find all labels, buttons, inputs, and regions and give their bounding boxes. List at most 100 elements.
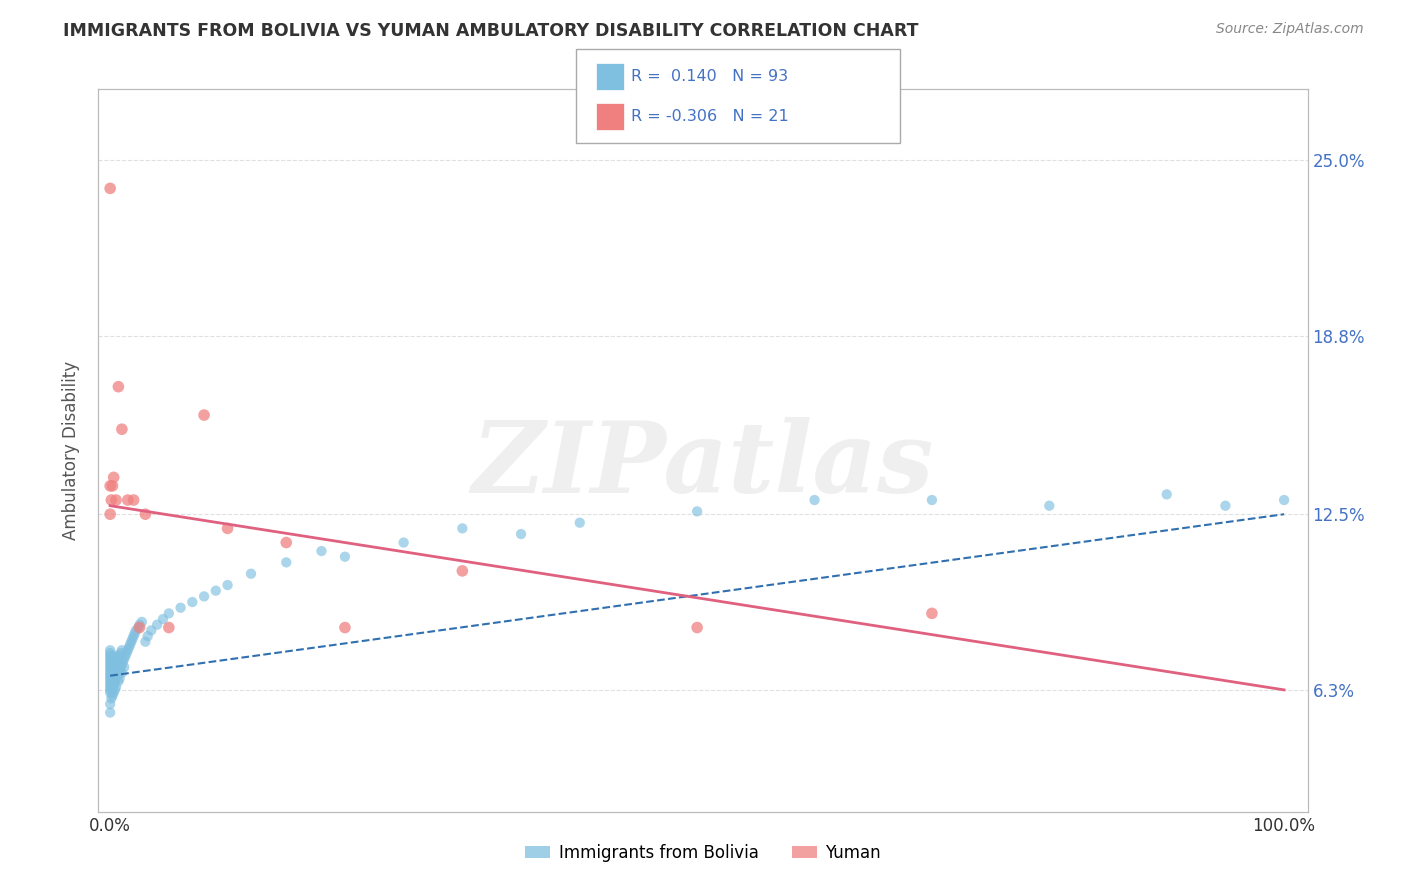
Point: [98, 507, 121, 521]
Point: [100, 691, 122, 706]
Text: IMMIGRANTS FROM BOLIVIA VS YUMAN AMBULATORY DISABILITY CORRELATION CHART: IMMIGRANTS FROM BOLIVIA VS YUMAN AMBULAT…: [63, 22, 918, 40]
Point: [333, 549, 356, 564]
Point: [120, 638, 142, 652]
Point: [107, 665, 129, 680]
Point: [108, 663, 131, 677]
Point: [107, 651, 129, 665]
Point: [104, 674, 127, 689]
Point: [181, 595, 204, 609]
Point: [101, 663, 124, 677]
Point: [98, 677, 121, 691]
Point: [98, 682, 121, 697]
Point: [141, 624, 163, 638]
Point: [451, 564, 474, 578]
Point: [117, 643, 139, 657]
Point: [118, 640, 141, 655]
Point: [98, 643, 121, 657]
Text: R =  0.140   N = 93: R = 0.140 N = 93: [631, 70, 789, 84]
Point: [103, 677, 125, 691]
Point: [157, 621, 180, 635]
Text: R = -0.306   N = 21: R = -0.306 N = 21: [631, 110, 789, 124]
Point: [120, 634, 142, 648]
Point: [98, 672, 121, 686]
Point: [134, 507, 156, 521]
Point: [128, 621, 150, 635]
Point: [333, 621, 356, 635]
Point: [114, 648, 136, 663]
Point: [105, 669, 128, 683]
Point: [134, 634, 156, 648]
Point: [104, 651, 127, 665]
Point: [152, 612, 174, 626]
Point: [108, 648, 131, 663]
Point: [111, 665, 134, 680]
Point: [104, 682, 127, 697]
Point: [101, 655, 124, 669]
Point: [100, 669, 122, 683]
Point: [105, 660, 128, 674]
Point: [392, 535, 415, 549]
Text: ZIPatlas: ZIPatlas: [472, 417, 934, 513]
Point: [98, 686, 121, 700]
Point: [98, 655, 121, 669]
Point: [98, 660, 121, 674]
Point: [105, 672, 128, 686]
Point: [276, 555, 298, 569]
Point: [124, 626, 146, 640]
Point: [921, 607, 943, 621]
Point: [157, 607, 180, 621]
Point: [112, 655, 135, 669]
Point: [100, 657, 122, 672]
Point: [111, 422, 134, 436]
Point: [98, 663, 121, 677]
Point: [105, 657, 128, 672]
Point: [98, 648, 121, 663]
Point: [451, 521, 474, 535]
Point: [803, 493, 825, 508]
Point: [103, 470, 125, 484]
Point: [1038, 499, 1060, 513]
Point: [568, 516, 591, 530]
Point: [105, 648, 128, 663]
Point: [98, 706, 121, 720]
Point: [98, 181, 121, 195]
Point: [98, 669, 121, 683]
Point: [103, 665, 125, 680]
Point: [240, 566, 263, 581]
Point: [105, 680, 128, 694]
Point: [98, 674, 121, 689]
Point: [115, 646, 138, 660]
Point: [111, 643, 134, 657]
Point: [146, 617, 169, 632]
Point: [122, 493, 145, 508]
Point: [921, 493, 943, 508]
Point: [101, 680, 124, 694]
Y-axis label: Ambulatory Disability: Ambulatory Disability: [62, 361, 80, 540]
Point: [104, 663, 127, 677]
Point: [276, 535, 298, 549]
Point: [98, 680, 121, 694]
Point: [122, 629, 145, 643]
Point: [112, 660, 135, 674]
Point: [98, 697, 121, 711]
Point: [193, 408, 215, 422]
Point: [111, 657, 134, 672]
Point: [100, 677, 122, 691]
Point: [128, 617, 150, 632]
Point: [136, 629, 159, 643]
Point: [510, 527, 533, 541]
Point: [311, 544, 333, 558]
Point: [100, 682, 122, 697]
Point: [98, 651, 121, 665]
Point: [1215, 499, 1237, 513]
Legend: Immigrants from Bolivia, Yuman: Immigrants from Bolivia, Yuman: [519, 837, 887, 869]
Point: [100, 648, 122, 663]
Point: [110, 660, 132, 674]
Point: [117, 493, 139, 508]
Point: [1272, 493, 1295, 508]
Point: [217, 578, 239, 592]
Point: [127, 621, 149, 635]
Point: [103, 686, 125, 700]
Point: [107, 674, 129, 689]
Point: [101, 479, 124, 493]
